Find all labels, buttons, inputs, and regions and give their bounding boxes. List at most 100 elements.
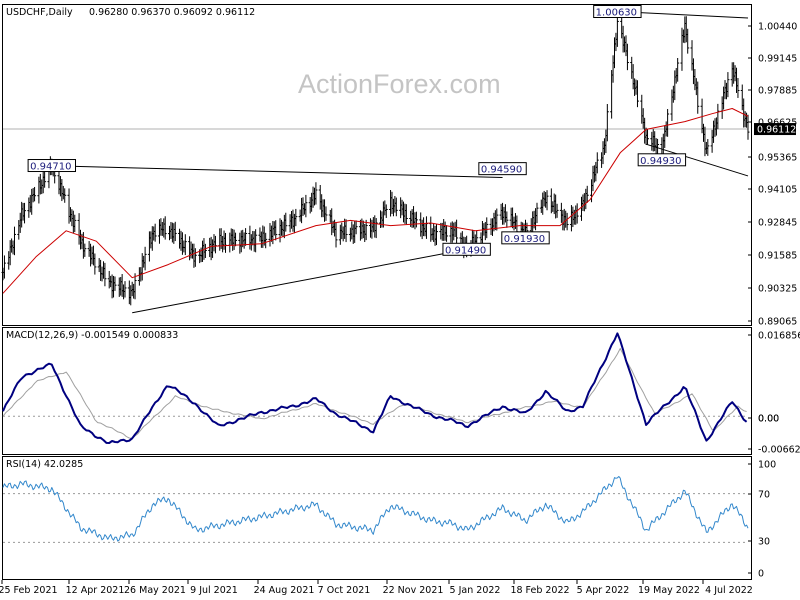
price-bar (33, 186, 37, 202)
price-bar (605, 104, 609, 142)
price-bar (324, 206, 328, 221)
x-tick-label: 4 Jul 2022 (705, 585, 753, 596)
price-bar (414, 211, 418, 228)
rsi-pane-title: RSI(14) 42.0285 (6, 459, 83, 470)
annotation-label: 0.91490 (445, 245, 486, 256)
x-tick-label: 25 Feb 2021 (0, 585, 58, 596)
price-bar (264, 232, 268, 249)
annotation-label: 0.94590 (481, 165, 522, 176)
price-bar (354, 220, 358, 235)
price-annotation: 1.00630 (593, 5, 642, 19)
rsi-y-tick-label: 30 (758, 537, 770, 548)
price-bar (83, 243, 87, 257)
annotation-box (27, 159, 77, 173)
macd-signal-line (2, 348, 747, 439)
rsi-pane-frame (2, 456, 752, 580)
price-bar (113, 276, 117, 291)
macd-y-tick-label: -0.006629 (758, 445, 800, 456)
price-y-tick-label: 0.89065 (758, 317, 797, 328)
rsi-y-tick-label: 70 (758, 490, 770, 501)
price-y-tick-label: 0.99145 (758, 54, 797, 65)
price-bar (23, 202, 27, 224)
price-y-tick-label: 0.94105 (758, 185, 797, 196)
price-pane-frame (2, 4, 752, 326)
macd-line (2, 332, 748, 444)
annotation-box (637, 153, 687, 167)
price-y-tick-label: 1.00440 (758, 22, 797, 33)
annotation-box (501, 231, 550, 245)
x-tick-label: 7 Oct 2021 (318, 585, 371, 596)
x-tick-label: 24 Aug 2021 (254, 585, 315, 596)
price-bar (123, 281, 127, 298)
price-y-tick-label: 0.96625 (758, 118, 797, 129)
price-bar (203, 243, 207, 259)
price-annotation: 0.94930 (637, 153, 687, 167)
annotation-label: 0.94710 (30, 162, 71, 173)
trend-line (645, 143, 749, 177)
price-bar (384, 204, 388, 218)
price-bar (153, 223, 157, 242)
rsi-line (2, 476, 749, 542)
watermark: ActionForex.com (298, 69, 501, 99)
price-bar (686, 28, 690, 54)
x-tick-label: 5 Jan 2022 (450, 585, 501, 596)
price-pane-title: USDCHF,Daily (6, 7, 73, 18)
price-bar (696, 81, 700, 114)
macd-y-tick-label: 0.016856 (758, 331, 800, 342)
annotation-label: 0.91930 (504, 234, 545, 245)
price-bar (334, 222, 338, 248)
price-bar (274, 220, 278, 241)
price-annotation: 0.94710 (27, 159, 77, 173)
price-bar (103, 262, 107, 287)
price-bar (43, 169, 47, 188)
price-bar (545, 190, 549, 211)
price-bar (505, 211, 509, 228)
x-tick-label: 9 Jul 2021 (190, 585, 238, 596)
annotation-box (593, 5, 642, 19)
price-bar (314, 182, 318, 205)
price-annotation: 0.94590 (478, 162, 527, 176)
price-bar (555, 203, 559, 218)
price-bar (595, 152, 599, 174)
price-bar (93, 253, 97, 275)
price-y-tick-label: 0.92845 (758, 218, 797, 229)
x-tick-label: 12 Apr 2021 (66, 585, 125, 596)
price-bar (143, 246, 147, 271)
price-annotation: 0.91930 (501, 231, 550, 245)
price-bar (666, 109, 670, 137)
price-y-tick-label: 0.95365 (758, 153, 797, 164)
price-bar (646, 129, 650, 145)
macd-y-tick-label: 0.00 (758, 414, 779, 425)
price-y-tick-label: 0.91585 (758, 251, 797, 262)
price-bar (244, 228, 248, 246)
price-bar (625, 43, 629, 71)
price-bar (2, 255, 6, 279)
price-bar (73, 214, 77, 233)
price-plot: 1.00630 0.94710 0.94590 0.94930 0.91930 0.914… (1, 5, 750, 314)
price-bar (485, 217, 489, 239)
moving-average-line (2, 108, 749, 294)
rsi-y-tick-label: 0 (758, 569, 764, 580)
price-y-tick-label: 0.90325 (758, 284, 797, 295)
price-bar (173, 221, 177, 242)
price-bar (12, 226, 16, 256)
price-bar (234, 232, 238, 247)
annotation-box (478, 162, 527, 176)
price-bar (746, 114, 750, 140)
x-tick-label: 18 Feb 2022 (510, 585, 569, 596)
rsi-plot (2, 476, 749, 543)
price-bar (585, 185, 589, 203)
price-bar (615, 13, 619, 47)
price-bar (163, 216, 167, 240)
price-bar (535, 202, 539, 224)
macd-plot (2, 332, 748, 444)
price-annotation: 0.91490 (442, 242, 491, 256)
x-tick-label: 19 May 2022 (638, 585, 700, 596)
macd-y-tick-label: 0.00 (758, 414, 779, 425)
trend-line (132, 248, 467, 314)
price-bar (183, 234, 187, 256)
price-bar (445, 225, 449, 242)
annotation-box (442, 242, 491, 256)
price-bar (284, 212, 288, 232)
